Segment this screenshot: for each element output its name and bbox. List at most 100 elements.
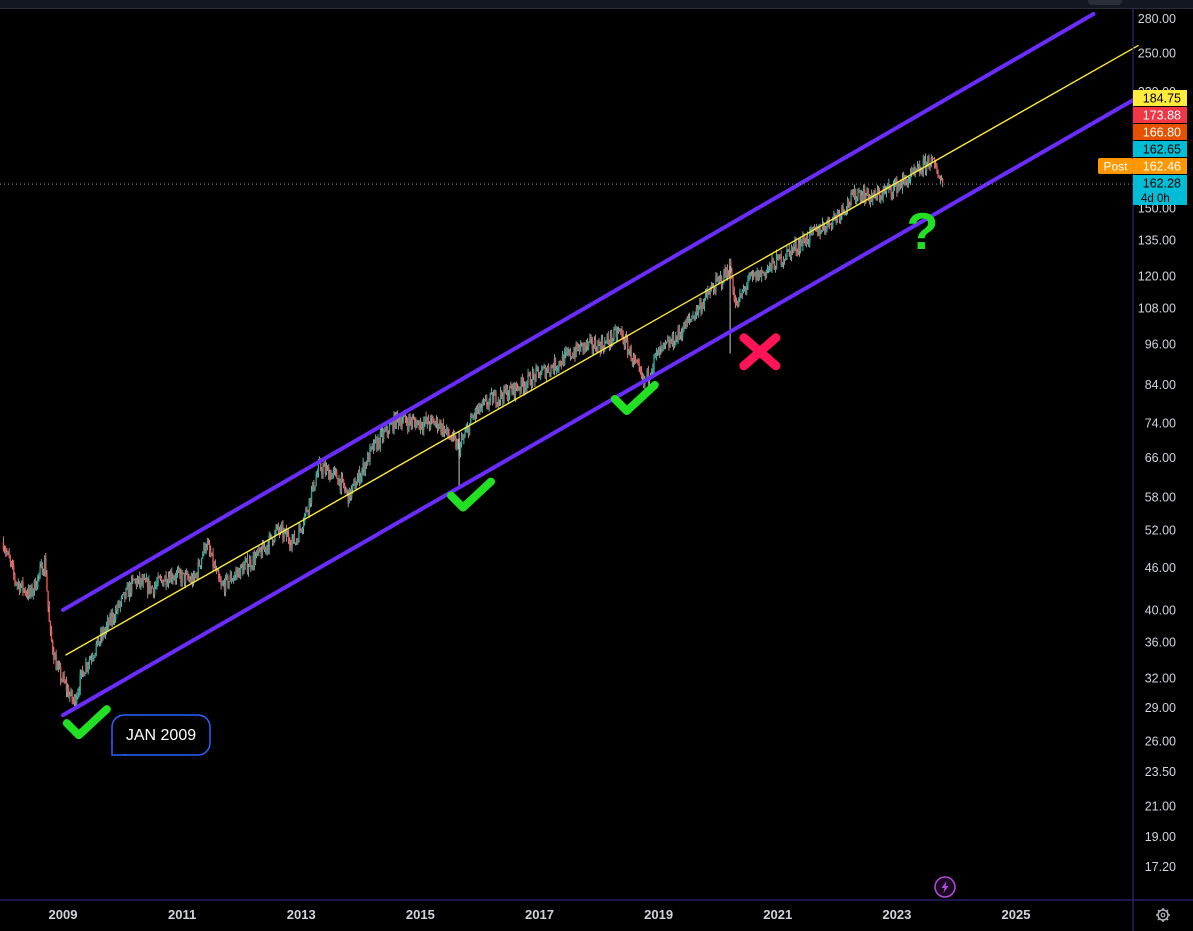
- price-axis-label: 23.50: [1145, 765, 1176, 779]
- candle-body: [46, 575, 48, 591]
- candle-body: [610, 333, 613, 343]
- check-mark-icon: [610, 381, 659, 416]
- candle-body: [515, 383, 518, 389]
- candle-body: [726, 268, 729, 276]
- candle-body: [106, 620, 109, 626]
- price-axis-label: 40.00: [1145, 603, 1176, 617]
- candle-body: [535, 368, 537, 381]
- candle-body: [501, 391, 503, 397]
- candle-body: [939, 177, 942, 179]
- lightning-icon[interactable]: [934, 876, 956, 898]
- candle-body: [805, 235, 808, 246]
- candle-body: [386, 426, 388, 433]
- candle-body: [184, 573, 187, 583]
- candle-body: [182, 572, 184, 574]
- candle-body: [552, 367, 554, 372]
- candle-body: [330, 472, 332, 479]
- candle-body: [531, 372, 534, 387]
- candle-body: [425, 417, 427, 423]
- candle-body: [484, 399, 487, 401]
- candle-body: [183, 572, 186, 583]
- candle-body: [906, 181, 908, 187]
- time-axis-label: 2011: [168, 907, 196, 922]
- candle-body: [686, 319, 688, 322]
- candle-body: [861, 194, 864, 202]
- candle-body: [900, 185, 903, 188]
- candle-body: [929, 165, 931, 167]
- candle-body: [672, 334, 675, 347]
- candle-body: [329, 472, 331, 480]
- candle-body: [317, 463, 320, 474]
- candle-body: [563, 352, 566, 366]
- candle-body: [590, 338, 592, 340]
- candle-body: [859, 191, 861, 201]
- candle-body: [238, 569, 241, 578]
- candle-body: [917, 165, 920, 167]
- candle-body: [591, 338, 593, 349]
- check-mark-icon: [62, 705, 111, 740]
- candle-body: [781, 263, 784, 265]
- candle-body: [840, 214, 842, 220]
- candle-body: [875, 195, 877, 200]
- price-axis-label: 84.00: [1145, 378, 1176, 392]
- candle-body: [418, 420, 420, 430]
- candle-body: [541, 369, 543, 375]
- candle-body: [60, 666, 62, 681]
- candle-body: [526, 382, 528, 389]
- candle-body: [342, 479, 345, 487]
- candle-body: [849, 204, 851, 206]
- candle-body: [798, 243, 801, 251]
- candle-body: [298, 526, 300, 543]
- candle-body: [615, 329, 617, 338]
- candle-body: [769, 263, 771, 267]
- candle-body: [377, 438, 379, 450]
- candle-body: [807, 242, 810, 243]
- candle-body: [147, 578, 149, 593]
- candle-body: [896, 179, 898, 193]
- candle-body: [647, 369, 650, 381]
- candle-body: [5, 550, 7, 553]
- candle-body: [442, 423, 444, 435]
- candle-body: [522, 383, 525, 390]
- candle-body: [655, 352, 658, 355]
- candle-body: [596, 349, 598, 353]
- candle-body: [134, 579, 136, 581]
- candle-body: [699, 302, 701, 307]
- candle-body: [150, 586, 152, 592]
- candle-body: [681, 331, 684, 337]
- candle-body: [84, 672, 86, 677]
- candle-body: [419, 421, 422, 430]
- candle-body: [145, 578, 148, 582]
- candle-body: [312, 482, 314, 491]
- candle-body: [192, 574, 195, 585]
- candle-body: [472, 415, 474, 419]
- toolbar-button[interactable]: [1088, 0, 1122, 5]
- candle-body: [171, 572, 173, 580]
- candle-body: [56, 666, 58, 670]
- trendlines-layer: [61, 12, 1141, 718]
- candle-body: [397, 416, 400, 425]
- candle-body: [427, 417, 430, 425]
- price-axis[interactable]: 280.00250.00220.00150.00135.00120.00108.…: [1138, 12, 1176, 874]
- candle-body: [251, 567, 253, 568]
- candle-body: [608, 342, 611, 345]
- candle-body: [470, 416, 472, 424]
- candle-body: [691, 318, 693, 320]
- candle-body: [778, 254, 780, 260]
- candle-body: [71, 690, 73, 701]
- candle-body: [506, 388, 509, 400]
- candle-body: [111, 614, 113, 623]
- candle-body: [907, 180, 910, 187]
- candle-body: [632, 355, 635, 363]
- candle-body: [423, 422, 425, 430]
- candle-body: [829, 224, 832, 225]
- time-axis[interactable]: 2009 2011 2013 2015 2017 2019 2021 2023 2025: [49, 907, 1031, 922]
- price-tag: [1133, 141, 1187, 157]
- candle-body: [628, 351, 630, 354]
- candle-body: [767, 266, 770, 271]
- candle-body: [494, 392, 496, 396]
- candle-body: [853, 188, 856, 198]
- candle-body: [229, 574, 231, 582]
- gear-icon[interactable]: [1156, 908, 1170, 922]
